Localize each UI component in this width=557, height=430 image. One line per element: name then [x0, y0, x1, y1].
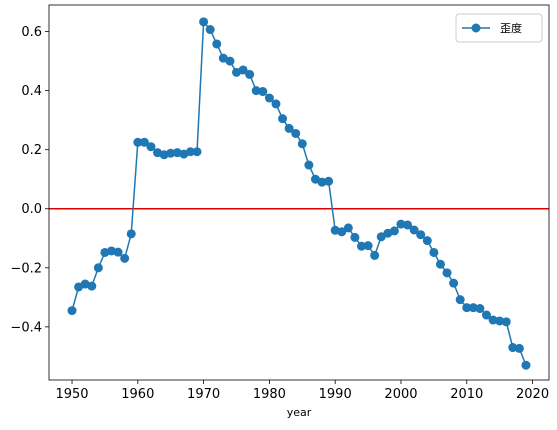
x-tick-label: 1970	[187, 387, 220, 402]
data-point	[403, 220, 413, 230]
data-point	[251, 86, 261, 96]
data-point	[363, 241, 373, 251]
data-point	[442, 268, 452, 278]
data-point	[501, 317, 511, 327]
data-point	[146, 142, 156, 152]
y-tick-label: 0.4	[21, 84, 42, 99]
data-point	[482, 310, 491, 320]
data-point	[429, 247, 439, 257]
data-point	[205, 25, 215, 35]
x-tick-label: 2000	[384, 387, 417, 402]
data-point	[337, 227, 347, 237]
y-tick-label: 0.0	[21, 202, 42, 217]
x-tick-label: 2010	[450, 387, 483, 402]
x-axis-label: year	[287, 406, 312, 419]
data-point	[185, 147, 195, 157]
data-point	[87, 281, 97, 291]
legend-box	[455, 13, 543, 43]
data-point	[514, 343, 524, 353]
data-point	[488, 315, 498, 325]
data-point	[212, 39, 222, 49]
data-point	[166, 148, 176, 158]
data-point	[343, 223, 353, 233]
data-point	[93, 263, 103, 273]
x-tick-label: 1950	[55, 387, 88, 402]
legend: 歪度	[455, 13, 543, 43]
data-point	[192, 147, 202, 157]
data-point	[422, 236, 432, 246]
data-point	[435, 259, 445, 269]
data-point	[126, 229, 136, 239]
data-point	[376, 232, 386, 242]
data-point	[199, 17, 209, 27]
data-point	[264, 93, 274, 103]
y-tick-label: −0.4	[10, 320, 42, 335]
data-point	[370, 250, 380, 260]
data-point	[495, 316, 505, 326]
x-tick-label: 1960	[121, 387, 154, 402]
axes: 1950 1960 1970 1980 1990 2000 2010 2020 −0.4 −0.2…	[10, 25, 549, 402]
data-point	[297, 139, 307, 149]
data-point	[455, 295, 465, 305]
plot-frame	[48, 4, 550, 381]
data-point	[258, 87, 268, 97]
plot-area	[49, 5, 549, 380]
legend-marker-swatch	[471, 23, 481, 33]
data-point	[291, 128, 301, 138]
data-point	[304, 160, 314, 170]
data-point	[475, 304, 485, 314]
data-point	[278, 114, 288, 124]
data-point	[409, 225, 419, 235]
series-group	[67, 17, 531, 370]
data-point	[120, 253, 130, 263]
data-point	[350, 232, 360, 242]
data-point	[133, 137, 143, 147]
data-point	[113, 247, 123, 257]
data-point	[416, 230, 426, 240]
legend-entry-label: 歪度	[500, 21, 522, 35]
data-point	[284, 123, 294, 133]
y-tick-label: 0.2	[21, 143, 42, 158]
data-point	[271, 99, 281, 109]
data-point	[139, 137, 149, 147]
data-point	[324, 176, 334, 186]
data-point	[508, 343, 518, 353]
data-point	[317, 177, 327, 187]
data-point	[462, 303, 472, 313]
data-point	[449, 278, 459, 288]
data-point	[67, 306, 77, 316]
data-point	[389, 226, 399, 236]
y-tick-label: 0.6	[21, 25, 42, 40]
data-point	[521, 360, 531, 370]
data-point	[357, 241, 366, 251]
x-tick-label: 2020	[516, 387, 549, 402]
data-point	[225, 56, 235, 66]
y-tick-label: −0.2	[10, 261, 42, 276]
data-point	[238, 65, 248, 75]
data-point	[245, 69, 255, 79]
data-point	[396, 219, 406, 229]
x-tick-label: 1980	[253, 387, 286, 402]
data-point	[468, 303, 478, 313]
x-tick-label: 1990	[319, 387, 352, 402]
